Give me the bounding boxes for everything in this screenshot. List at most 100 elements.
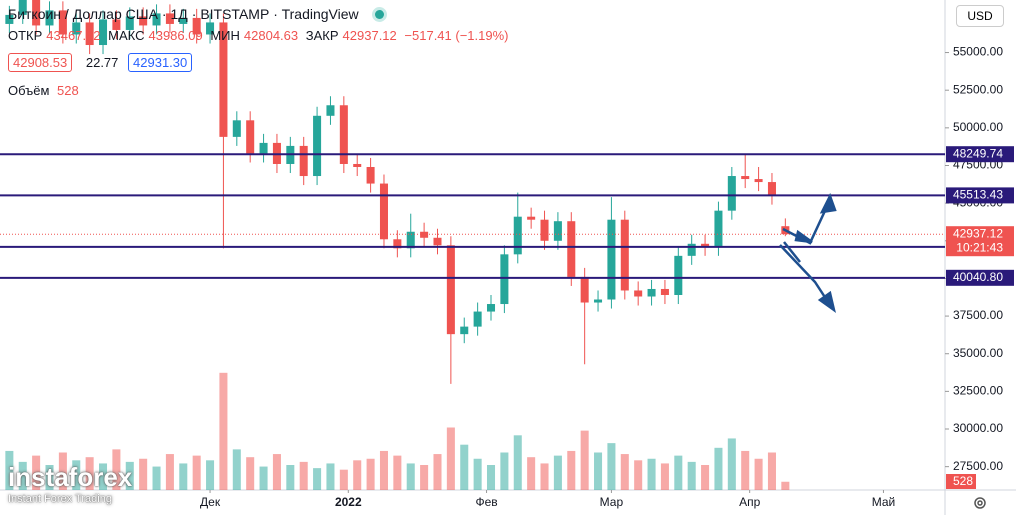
candle-body [45,10,54,26]
x-tick-label: Апр [739,495,761,509]
candle-body [701,243,710,247]
volume-bar [45,465,54,490]
symbol[interactable]: Биткоин / Доллар США [8,6,158,22]
volume-bar [647,458,656,490]
candle-body [393,239,402,249]
volume-bar [540,463,549,490]
volume-bar [286,465,295,490]
candle-body [567,221,576,277]
open-label: ОТКР [8,28,43,43]
candle-body [139,16,148,26]
exchange: BITSTAMP [200,6,270,22]
volume-bar [5,450,14,490]
symbol-row: Биткоин / Доллар США · 1Д · BITSTAMP · Trad… [8,6,388,22]
volume-bar [607,443,616,490]
candle-body [687,243,696,256]
volume-bar [259,466,268,490]
candle-body [125,16,134,30]
volume-bar [460,444,469,490]
volume-bar [152,466,161,490]
volume-bar [660,463,669,490]
volume-bar [18,461,27,490]
change: −517.41 (−1.19%) [404,28,509,43]
volume-scale-label: 528 [953,474,973,488]
candle-body [620,219,629,291]
currency-select[interactable]: USD [956,5,1004,27]
close-label: ЗАКР [305,28,339,43]
volume-bar [232,449,241,490]
candle-body [500,254,509,305]
volume-bar [246,457,255,490]
candle-body [219,22,228,137]
volume-bar [527,457,536,490]
level-label: 48249.74 [953,146,1003,160]
candle-body [232,120,241,137]
volume-bar [433,454,442,490]
candle-body [714,210,723,247]
candle-body [754,179,763,183]
volume-bar [99,463,108,490]
candle-body [379,183,388,240]
candle-body [540,219,549,241]
volume-bar [339,469,348,490]
volume-bar [165,454,174,490]
volume-bar [553,455,562,490]
volume-bar [580,430,589,490]
y-tick-label: 37500.00 [953,308,1003,322]
candle-body [313,115,322,177]
candle-body [18,0,27,15]
candle-body [580,276,589,303]
candle-body [647,288,656,297]
volume-bar [727,438,736,490]
volume-bar [473,458,482,490]
x-tick-label: 2022 [335,495,362,509]
volume-bar [272,454,281,490]
y-tick-label: 35000.00 [953,346,1003,360]
volume-bar [206,460,215,490]
settings-icon[interactable] [974,497,986,509]
candle-body [179,17,188,24]
candle-body [634,290,643,297]
current-price-bg [946,226,1014,257]
volume-bar [486,465,496,490]
volume-label-bg [946,474,976,489]
volume-bar [393,455,402,490]
candle-body [420,231,429,238]
y-tick-label: 52500.00 [953,82,1003,96]
high-label: МАКС [108,28,145,43]
y-tick-label: 32500.00 [953,384,1003,398]
volume-bar [326,463,335,490]
volume-bar [313,468,322,490]
watermark: instaforex Instant Forex Trading [8,462,132,505]
volume-bar [500,452,509,490]
volume-bar [687,461,696,490]
volume-bar [112,449,121,490]
high-value: 43986.09 [148,28,203,43]
volume-bar [714,447,723,490]
candle-body [165,13,174,24]
ask[interactable]: 42931.30 [128,53,193,72]
volume-bar [379,450,388,490]
bid[interactable]: 42908.53 [8,53,73,72]
volume-bar [767,452,776,490]
interval[interactable]: 1Д [170,6,188,22]
candle-body [259,142,268,154]
volume-bar [567,450,576,490]
countdown: 10:21:43 [956,240,1003,254]
watermark-title: instaforex [8,462,133,492]
volume-bar [32,455,41,490]
forecast-arrows [779,192,837,313]
y-tick-label: 27500.00 [953,459,1003,473]
candle-body [767,182,776,196]
candle-body [446,245,455,335]
volume-bar [781,481,790,490]
candle-body [72,22,81,35]
volume-bar [420,465,429,490]
volume-value: 528 [57,83,79,98]
candle-body [246,120,255,154]
volume-bar [58,452,67,490]
candle-body [594,299,603,303]
candle-body [112,19,121,30]
volume-bar [634,460,643,490]
